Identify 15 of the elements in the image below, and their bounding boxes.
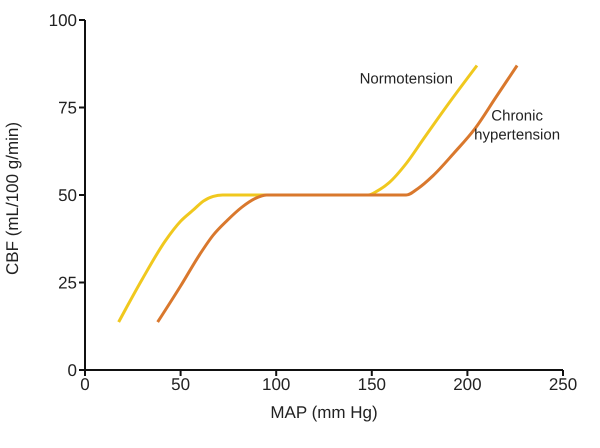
x-tick-label: 200: [453, 375, 482, 394]
y-tick-label: 25: [58, 274, 77, 293]
y-tick-label: 0: [68, 361, 77, 380]
y-axis-title: CBF (mL/100 g/min): [3, 122, 22, 275]
x-tick-label: 250: [548, 375, 578, 394]
x-tick-label: 150: [358, 375, 386, 394]
series-label: Normotension: [360, 70, 453, 88]
y-tick-label: 75: [58, 98, 77, 118]
y-tick-label: 100: [48, 11, 77, 30]
x-axis-title: MAP (mm Hg): [270, 403, 378, 422]
series-label: Chronic hypertension: [474, 108, 560, 144]
x-tick-label: 50: [171, 375, 190, 394]
y-tick-label: 50: [58, 186, 77, 206]
x-tick-label: 100: [262, 375, 290, 394]
x-tick-label: 0: [80, 375, 90, 394]
